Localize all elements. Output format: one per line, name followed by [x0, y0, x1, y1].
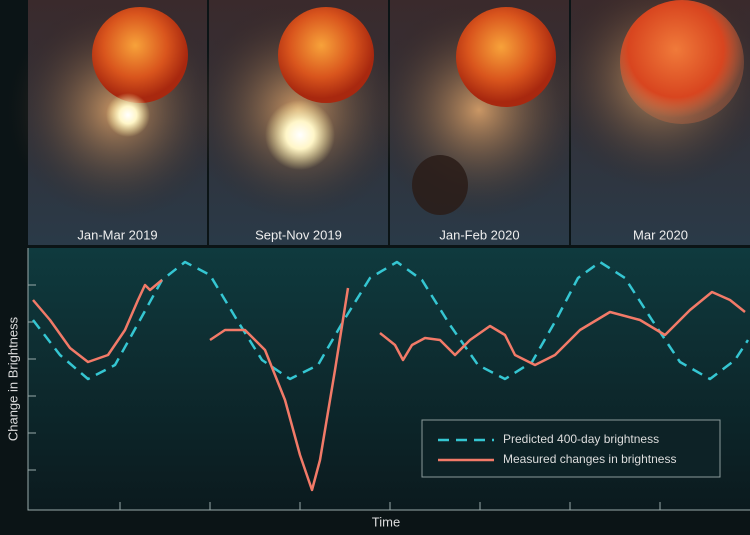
panel-label: Jan-Mar 2019 — [77, 227, 157, 242]
axes — [27, 248, 750, 511]
legend-label: Measured changes in brightness — [503, 452, 676, 466]
axis-ticks — [28, 284, 661, 510]
series-line — [32, 279, 746, 492]
series-line — [32, 260, 750, 381]
legend-box — [421, 419, 721, 478]
x-axis-label: Time — [372, 514, 400, 529]
panel-label: Sept-Nov 2019 — [255, 227, 342, 242]
panel-label: Jan-Feb 2020 — [439, 227, 519, 242]
panels — [7, 0, 750, 245]
legend-label: Predicted 400-day brightness — [503, 432, 659, 446]
y-axis-label: Change in Brightness — [5, 316, 20, 441]
panel-label: Mar 2020 — [633, 227, 688, 242]
